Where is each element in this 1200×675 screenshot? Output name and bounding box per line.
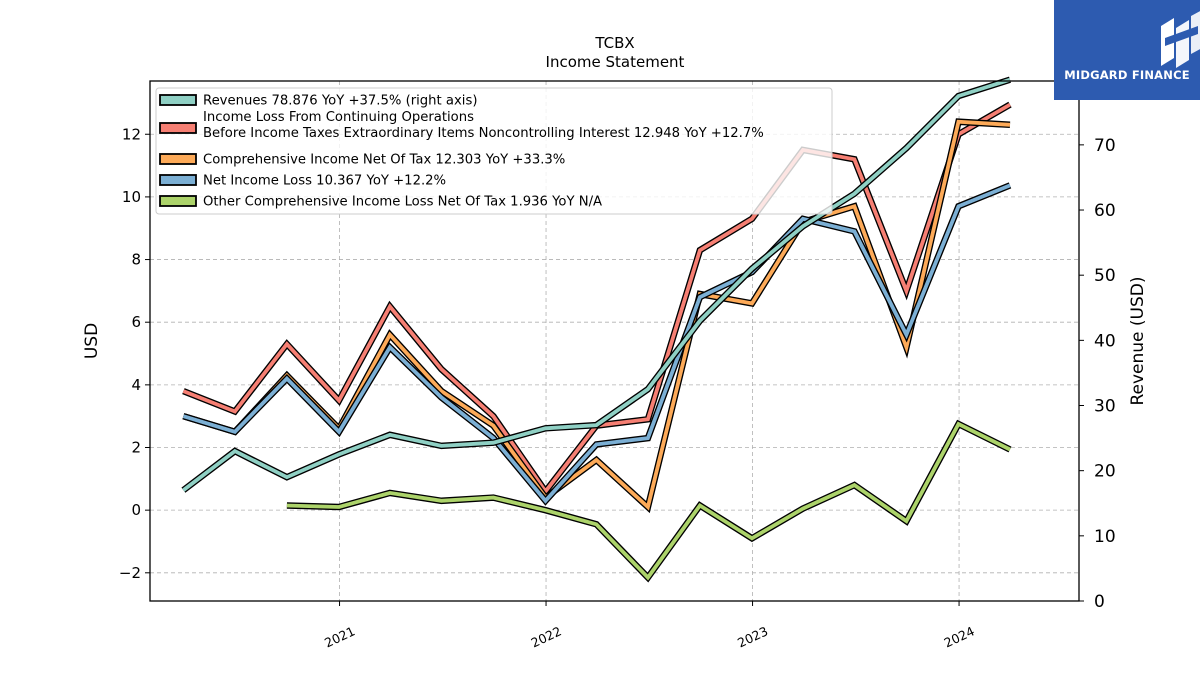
x-tick-label: 2024 (942, 623, 977, 650)
legend-box (155, 87, 833, 215)
y-tick-label: 2 (131, 439, 141, 457)
legend-entry-label: Income Loss From Continuing Operations (203, 110, 474, 125)
y-tick-label: 8 (131, 251, 141, 269)
brand-logo: MIDGARD FINANCE (1054, 0, 1200, 100)
x-tick-label: 2023 (735, 623, 770, 650)
legend-swatch (159, 195, 197, 207)
y-tick-label: 4 (131, 376, 141, 394)
plot-frame (149, 80, 1080, 602)
y-right-tick-label: 30 (1094, 397, 1116, 417)
y-right-tick-label: 60 (1094, 201, 1116, 221)
brand-logo-text: MIDGARD FINANCE (1064, 68, 1190, 82)
chart-title: TCBX (594, 34, 634, 52)
series-line (182, 77, 1011, 492)
x-tick-label: 2022 (529, 623, 564, 650)
y-right-tick-label: 50 (1094, 266, 1116, 286)
y-right-tick-label: 0 (1094, 592, 1105, 612)
y-right-tick-label: 20 (1094, 462, 1116, 482)
y-tick-label: 10 (122, 188, 141, 206)
legend-swatch (159, 94, 197, 106)
y-tick-label: −2 (119, 564, 141, 582)
series-lines (181, 76, 1012, 583)
y-axis-label: USD (82, 323, 102, 359)
y-right-tick-label: 40 (1094, 331, 1116, 351)
series-line (286, 421, 1011, 581)
y-right-tick-label: 10 (1094, 527, 1116, 547)
legend-swatch (159, 174, 197, 186)
legend-entry-label: Comprehensive Income Net Of Tax 12.303 Y… (203, 153, 565, 168)
legend-entry-label: Net Income Loss 10.367 YoY +12.2% (203, 174, 446, 189)
legend-entry-label: Revenues 78.876 YoY +37.5% (right axis) (203, 94, 477, 109)
series-line (182, 183, 1011, 504)
legend-entry-label: Other Comprehensive Income Loss Net Of T… (203, 195, 602, 210)
y-axis-label-right: Revenue (USD) (1128, 276, 1148, 405)
y-tick-label: 6 (131, 313, 141, 331)
x-tick-label: 2021 (322, 623, 357, 650)
legend-swatch (159, 122, 197, 134)
axis-ticks: −2 0 2 4 6 8 10 12 0 10 20 30 40 50 60 70 2021 2022 2023 20… (119, 125, 1116, 650)
legend: Revenues 78.876 YoY +37.5% (right axis)I… (155, 87, 833, 215)
legend-swatch (159, 153, 197, 165)
y-tick-label: 0 (131, 501, 141, 519)
y-right-tick-label: 70 (1094, 136, 1116, 156)
midgard-logo-icon (1161, 11, 1200, 68)
legend-entry-label: Before Income Taxes Extraordinary Items … (203, 126, 764, 141)
chart-subtitle: Income Statement (546, 53, 685, 71)
y-tick-label: 12 (122, 125, 141, 143)
